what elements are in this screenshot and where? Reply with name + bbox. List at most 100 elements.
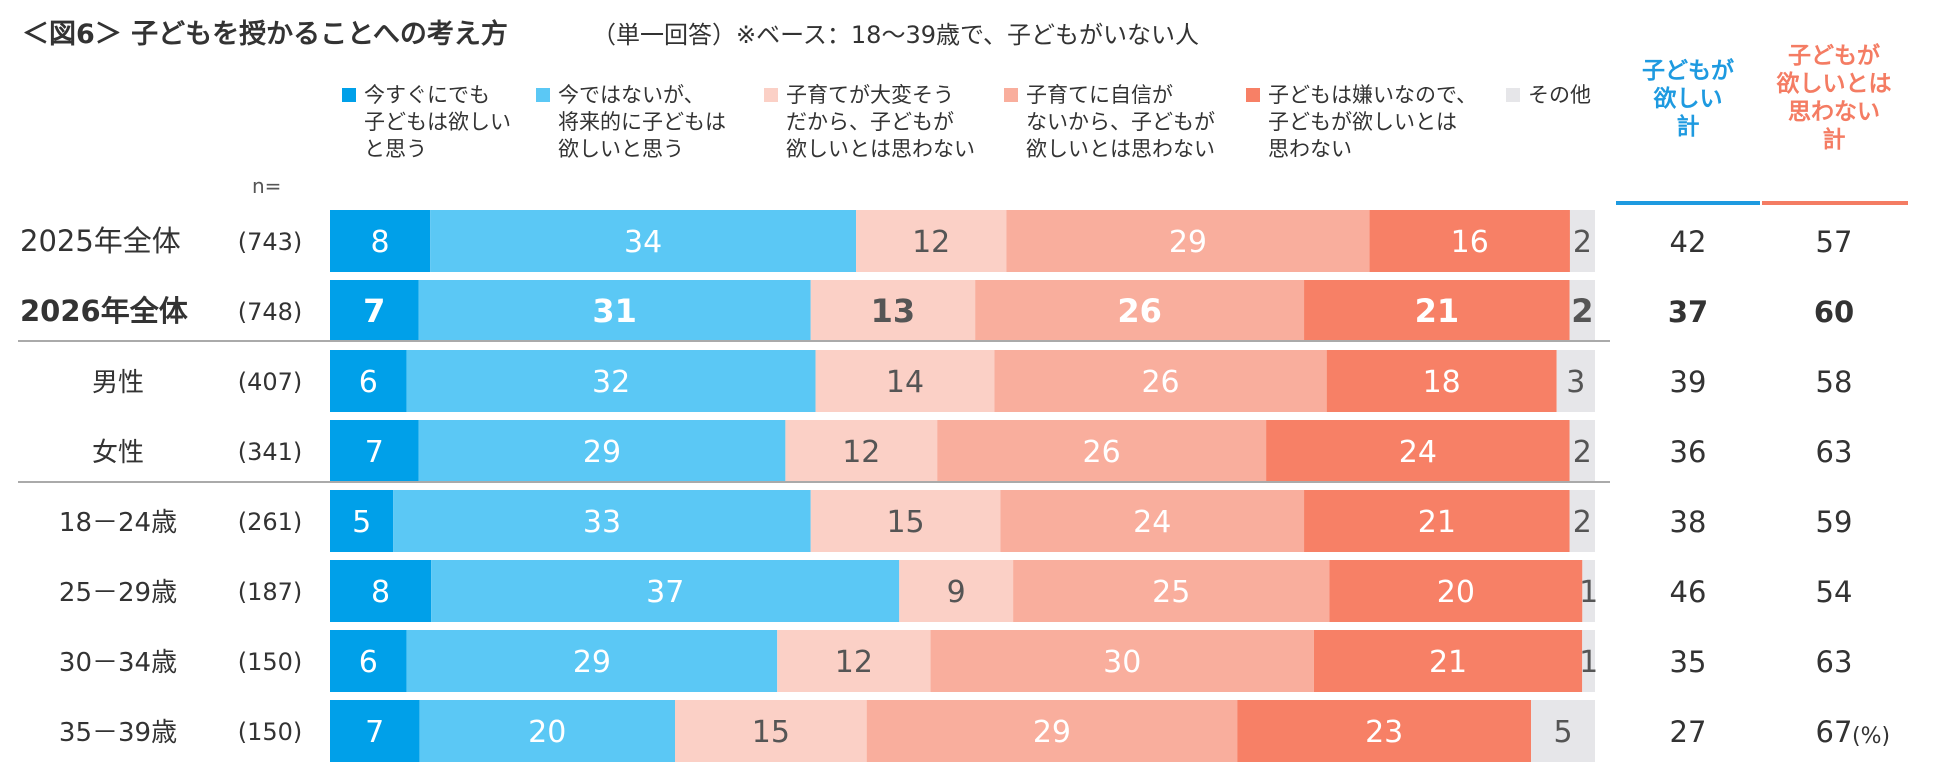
segment-label: 31 [592, 292, 637, 330]
category-label: 男性 [92, 368, 144, 398]
category-label: 30－34歳 [59, 648, 177, 678]
segment-label: 1 [1579, 645, 1598, 680]
category-label: 25－29歳 [59, 578, 177, 608]
bar-segment [1013, 560, 1330, 622]
bar-segment [777, 630, 931, 692]
n-value: (187) [238, 578, 303, 606]
segment-label: 24 [1399, 435, 1437, 470]
segment-label: 12 [842, 435, 880, 470]
bar-segment [330, 630, 407, 692]
summary-value: 63 [1816, 645, 1853, 679]
bar-segment [330, 350, 407, 412]
legend: 今すぐにでも子どもは欲しいと思う今ではないが、将来的に子どもは欲しいと思う子育て… [342, 83, 1591, 161]
segment-label: 34 [624, 225, 662, 260]
segment-label: 14 [886, 365, 924, 400]
bar-segment [1569, 210, 1595, 272]
segment-label: 5 [1554, 715, 1573, 750]
segment-label: 2 [1573, 225, 1592, 260]
summary-header-line: 計 [1677, 113, 1700, 140]
segment-label: 6 [359, 365, 378, 400]
legend-label: 子育てが大変そう [786, 83, 954, 107]
category-label: 女性 [92, 438, 144, 468]
bar-segment [1369, 210, 1570, 272]
legend-label: と思う [364, 137, 427, 161]
segment-label: 7 [365, 715, 384, 750]
summary-value: 46 [1670, 575, 1707, 609]
segment-label: 16 [1451, 225, 1489, 260]
bar-segment [675, 700, 867, 762]
legend-label: 今ではないが、 [558, 83, 705, 107]
bar-segment [418, 280, 811, 342]
segment-label: 7 [365, 435, 384, 470]
segment-label: 8 [371, 575, 390, 610]
legend-item-6: その他 [1506, 83, 1591, 107]
legend-label: 子どもは嫌いなので、 [1268, 83, 1477, 107]
summary-header-line: 思わない [1788, 99, 1880, 125]
bar-segment [815, 350, 995, 412]
bar-segment [930, 630, 1314, 692]
bar-segment [393, 490, 811, 552]
legend-label: 将来的に子どもは [558, 110, 726, 134]
legend-label: 子育てに自信が [1026, 83, 1173, 107]
category-label: 2025年全体 [20, 224, 181, 258]
unit-label: (%) [1852, 724, 1890, 749]
segment-label: 26 [1083, 435, 1121, 470]
bar-segment [810, 280, 976, 342]
n-value: (150) [238, 718, 303, 746]
legend-label: 子どもが欲しいとは [1268, 110, 1457, 134]
summary-header-line: 欲しいとは [1776, 70, 1892, 97]
summary-value: 38 [1670, 505, 1707, 539]
bar-segment [1237, 700, 1532, 762]
legend-label: 欲しいとは思わない [786, 137, 975, 161]
segment-label: 25 [1152, 575, 1190, 610]
n-value: (748) [238, 298, 303, 326]
category-label: 35－39歳 [59, 718, 177, 748]
bar-segment [1304, 490, 1570, 552]
summary-value: 35 [1670, 645, 1707, 679]
bar-segment [1329, 560, 1583, 622]
segment-label: 3 [1566, 365, 1585, 400]
bar-segment [419, 700, 675, 762]
segment-label: 8 [371, 225, 390, 260]
bar-segment [330, 280, 419, 342]
summary-value: 42 [1670, 225, 1707, 259]
legend-label: 子どもは欲しい [364, 110, 511, 134]
chart-title: ＜図6＞ 子どもを授かることへの考え方 [22, 18, 508, 50]
segment-label: 13 [871, 292, 916, 330]
segment-label: 1 [1579, 575, 1598, 610]
bar-segment [1531, 700, 1595, 762]
segment-label: 23 [1365, 715, 1403, 750]
segment-label: 29 [573, 645, 611, 680]
bar-segment [1000, 490, 1305, 552]
segment-label: 18 [1423, 365, 1461, 400]
legend-swatch [1004, 88, 1018, 102]
segment-label: 15 [886, 505, 924, 540]
bar-segment [1556, 350, 1595, 412]
bar-segment [406, 630, 778, 692]
chart-row-5: 18－24歳 (261) 5 33 15 24 21 2 38 59 [59, 490, 1853, 552]
legend-label: ないから、子どもが [1026, 110, 1215, 134]
segment-label: 26 [1141, 365, 1179, 400]
n-value: (743) [238, 228, 303, 256]
legend-label: だから、子どもが [786, 110, 954, 134]
bar-segment [330, 210, 431, 272]
chart-row-7: 30－34歳 (150) 6 29 12 30 21 1 35 63 [59, 630, 1853, 692]
bar-segment [406, 350, 816, 412]
bar-segment [975, 280, 1305, 342]
summary-value: 57 [1816, 225, 1853, 259]
chart-row-8: 35－39歳 (150) 7 20 15 29 23 5 27 67 [59, 700, 1852, 762]
bar-segment [1569, 420, 1595, 482]
bar-segment [330, 700, 420, 762]
summary-value: 59 [1816, 505, 1853, 539]
segment-label: 12 [912, 225, 950, 260]
segment-label: 5 [352, 505, 371, 540]
bar-segment [1266, 420, 1570, 482]
bar-segment [1006, 210, 1370, 272]
